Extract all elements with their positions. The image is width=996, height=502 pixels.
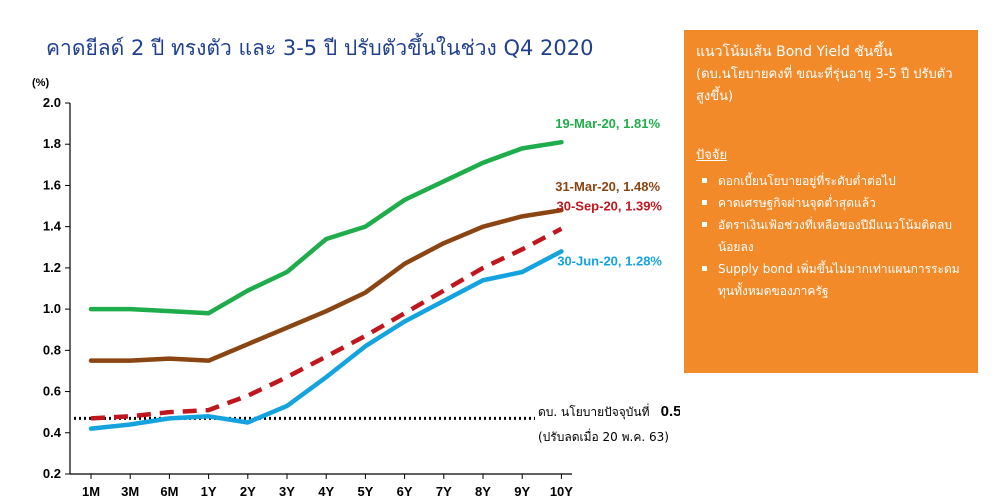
bullet-icon xyxy=(702,222,707,227)
x-tick-label: 4Y xyxy=(318,484,334,499)
series-line xyxy=(88,249,564,431)
factor-list: ดอกเบี้ยนโยบายอยู่ที่ระดับต่ำต่อไป คาดเศ… xyxy=(696,170,966,302)
x-tick-label: 5Y xyxy=(357,484,373,499)
x-tick-label: 3M xyxy=(121,484,139,499)
y-tick-label: 0.4 xyxy=(43,425,62,440)
y-axis-ticks: 0.2 0.4 0.6 0.8 1.0 1.2 1.4 1.6 1.8 2.0 xyxy=(43,95,70,481)
series-line xyxy=(88,139,564,316)
y-tick-label: 0.8 xyxy=(43,342,61,357)
policy-rate-note: (ปรับลดเมื่อ 20 พ.ค. 63) xyxy=(538,428,669,444)
series-label: 19-Mar-20, 1.81% xyxy=(555,116,660,131)
series-label: 30-Sep-20, 1.39% xyxy=(556,199,662,214)
series-label: 31-Mar-20, 1.48% xyxy=(555,179,660,194)
series-label: 30-Jun-20, 1.28% xyxy=(557,253,662,268)
y-tick-label: 1.4 xyxy=(43,219,62,234)
x-tick-label: 8Y xyxy=(475,484,491,499)
x-tick-label: 9Y xyxy=(514,484,530,499)
panel-heading: แนวโน้มเส้น Bond Yield ชันขึ้น xyxy=(696,44,893,60)
yield-curve-chart: (%) 0.2 0.4 0.6 0.8 1.0 1.2 1.4 1.6 1.8 2.0 1M 3M 6… xyxy=(32,77,680,499)
factor-item: Supply bond เพิ่มขึ้นไม่มากเท่าแผนการระด… xyxy=(696,258,966,302)
x-tick-label: 3Y xyxy=(279,484,295,499)
y-tick-label: 0.6 xyxy=(43,384,61,399)
series-line xyxy=(88,207,564,363)
y-tick-label: 1.2 xyxy=(43,260,61,275)
bullet-icon xyxy=(702,266,707,271)
factor-text: คาดเศรษฐกิจผ่านจุดต่ำสุดแล้ว xyxy=(718,196,876,210)
outlook-panel: แนวโน้มเส้น Bond Yield ชันขึ้น (ดบ.นโยบา… xyxy=(684,30,978,373)
x-tick-label: 6Y xyxy=(397,484,413,499)
x-axis-ticks: 1M 3M 6M 1Y 2Y 3Y 4Y 5Y 6Y 7Y 8Y 9Y 10Y xyxy=(82,474,573,499)
series-line xyxy=(90,226,563,421)
series-lines xyxy=(88,139,564,431)
x-tick-label: 6M xyxy=(160,484,178,499)
y-tick-label: 0.2 xyxy=(43,466,61,481)
y-tick-label: 2.0 xyxy=(43,95,61,110)
factor-text: อัตราเงินเฟ้อช่วงที่เหลือของปีมีแนวโน้มต… xyxy=(718,218,952,254)
series-labels: 19-Mar-20, 1.81% 31-Mar-20, 1.48% 30-Sep-2… xyxy=(555,116,662,268)
bullet-icon xyxy=(702,178,707,183)
x-tick-label: 10Y xyxy=(550,484,573,499)
y-tick-label: 1.6 xyxy=(43,177,61,192)
policy-rate-label: ดบ. นโยบายปัจจุบันที่ xyxy=(538,403,650,420)
chart-axes xyxy=(69,103,572,475)
y-axis-unit-label: (%) xyxy=(32,77,49,89)
x-tick-label: 7Y xyxy=(436,484,452,499)
factor-item: ดอกเบี้ยนโยบายอยู่ที่ระดับต่ำต่อไป xyxy=(696,170,966,192)
policy-rate-annotation: ดบ. นโยบายปัจจุบันที่ 0.5% (ปรับลดเมื่อ … xyxy=(538,401,680,444)
x-tick-label: 1M xyxy=(82,484,100,499)
page-title: คาดยีลด์ 2 ปี ทรงตัว และ 3-5 ปี ปรับตัวข… xyxy=(46,36,594,60)
factors-title: ปัจจัย xyxy=(696,148,728,163)
bullet-icon xyxy=(702,200,707,205)
svg-text:ดบ. นโยบายปัจจุบันที่ 0.: ดบ. นโยบายปัจจุบันที่ 0.5% xyxy=(538,401,680,420)
y-tick-label: 1.8 xyxy=(43,136,61,151)
factor-text: ดอกเบี้ยนโยบายอยู่ที่ระดับต่ำต่อไป xyxy=(718,174,896,188)
panel-subheading: (ดบ.นโยบายคงที่ ขณะที่รุ่นอายุ 3-5 ปี ปร… xyxy=(696,67,953,104)
factor-item: อัตราเงินเฟ้อช่วงที่เหลือของปีมีแนวโน้มต… xyxy=(696,214,966,258)
policy-rate-value: 0.5% xyxy=(661,403,680,420)
y-tick-label: 1.0 xyxy=(43,301,61,316)
x-tick-label: 2Y xyxy=(240,484,256,499)
factor-text: Supply bond เพิ่มขึ้นไม่มากเท่าแผนการระด… xyxy=(718,262,960,298)
factor-item: คาดเศรษฐกิจผ่านจุดต่ำสุดแล้ว xyxy=(696,192,966,214)
x-tick-label: 1Y xyxy=(201,484,217,499)
